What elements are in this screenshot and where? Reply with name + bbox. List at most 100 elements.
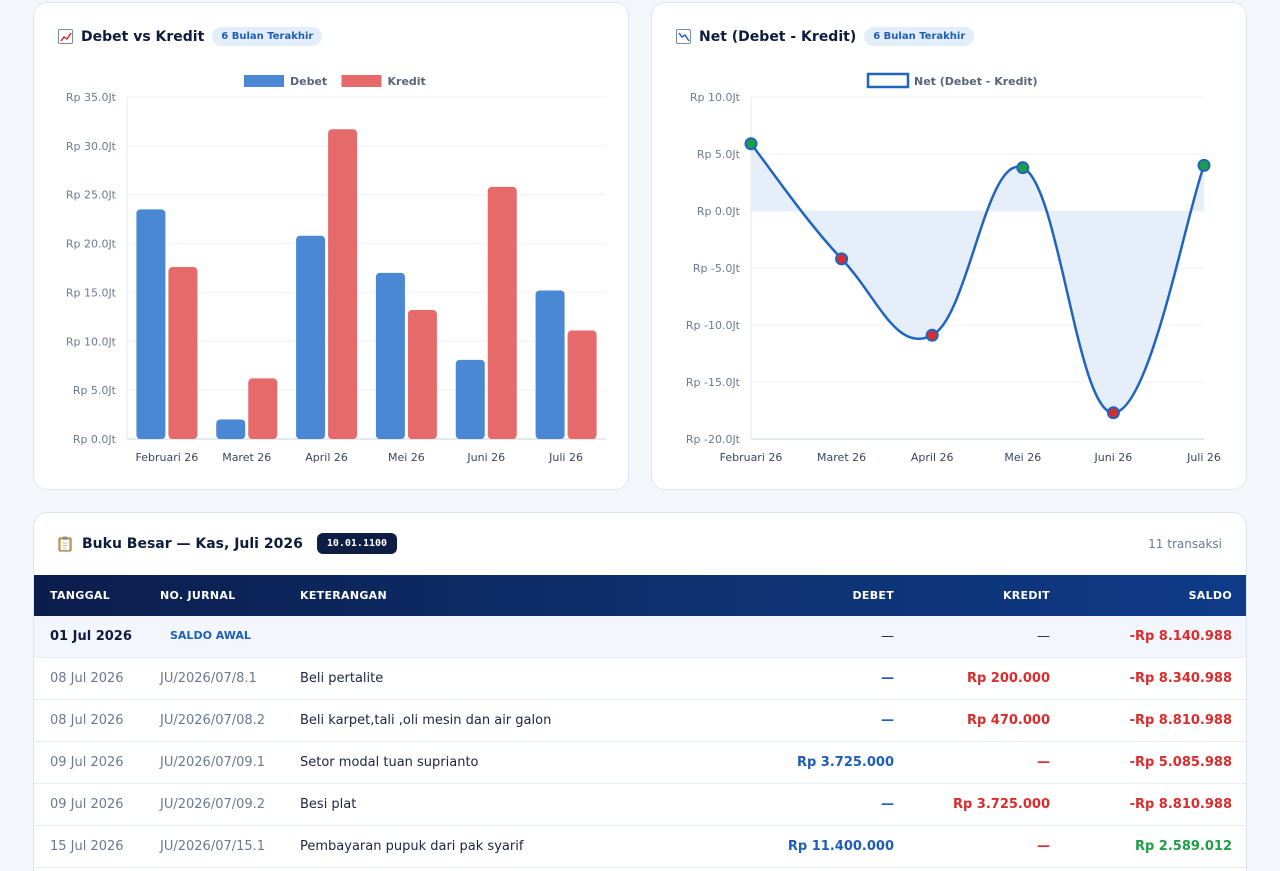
legend-label: Debet <box>290 75 327 88</box>
col-debit-header[interactable]: DEBET <box>852 589 894 602</box>
y-tick-label: Rp 0.0Jt <box>697 205 741 218</box>
saldo-awal-tag: SALDO AWAL <box>170 629 251 642</box>
y-tick-label: Rp 5.0Jt <box>697 148 741 161</box>
clipboard-icon <box>58 536 72 552</box>
row-journal-ref[interactable]: JU/2026/07/15.1 <box>160 839 266 854</box>
x-tick-label: Maret 26 <box>222 451 271 464</box>
y-tick-label: Rp -15.0Jt <box>686 376 741 389</box>
row-description: Beli karpet,tali ,oli mesin dan air galo… <box>300 713 552 728</box>
bar-debet <box>136 209 166 439</box>
transaction-count: 11 transaksi <box>1148 537 1222 551</box>
x-tick-label: Februari 26 <box>136 451 199 464</box>
x-tick-label: Juli 26 <box>548 451 583 464</box>
row-balance: -Rp 8.810.988 <box>1129 713 1232 728</box>
row-description: Beli pertalite <box>300 671 384 686</box>
col-date-header[interactable]: TANGGAL <box>50 589 111 602</box>
col-balance-header[interactable]: SALDO <box>1188 589 1232 602</box>
net-point <box>835 252 849 266</box>
bar-kredit <box>168 267 198 439</box>
legend-swatch <box>866 72 910 89</box>
bar-debet <box>216 419 246 439</box>
col-ref-header[interactable]: NO. JURNAL <box>160 589 236 602</box>
bar-debet <box>455 359 485 439</box>
row-credit: — <box>1037 839 1050 854</box>
net-point <box>1106 406 1120 420</box>
bar-kredit <box>407 310 437 439</box>
row-balance: -Rp 8.340.988 <box>1129 671 1232 686</box>
x-tick-label: Juni 26 <box>1094 451 1133 464</box>
y-tick-label: Rp -5.0Jt <box>693 262 741 275</box>
row-date: 08 Jul 2026 <box>50 713 124 728</box>
col-credit-header[interactable]: KREDIT <box>1002 589 1050 602</box>
y-tick-label: Rp 10.0Jt <box>66 335 117 348</box>
period-badge: 6 Bulan Terakhir <box>864 27 975 46</box>
legend-swatch <box>341 75 382 87</box>
row-debit: — <box>881 671 894 686</box>
y-tick-label: Rp 10.0Jt <box>690 91 741 104</box>
table-row[interactable]: 08 Jul 2026 JU/2026/07/08.2 Beli karpet,ta… <box>34 700 1246 742</box>
row-credit: — <box>1037 755 1050 770</box>
row-description: Pembayaran pupuk dari pak syarif <box>300 839 524 854</box>
row-journal-ref[interactable]: JU/2026/07/09.1 <box>160 755 266 770</box>
x-tick-label: Maret 26 <box>817 451 866 464</box>
net-point <box>925 328 939 342</box>
y-tick-label: Rp 15.0Jt <box>66 286 117 299</box>
row-balance: -Rp 8.140.988 <box>1129 629 1232 644</box>
col-desc-header[interactable]: KETERANGAN <box>300 589 387 602</box>
row-date: 08 Jul 2026 <box>50 671 124 686</box>
opening-balance-row[interactable]: 01 Jul 2026 SALDO AWAL — — -Rp 8.140.988 <box>34 616 1246 658</box>
period-badge: 6 Bulan Terakhir <box>212 27 323 46</box>
bar-debet <box>375 272 405 439</box>
table-row[interactable]: 09 Jul 2026 JU/2026/07/09.2 Besi plat — Rp 3… <box>34 784 1246 826</box>
row-debit: — <box>881 713 894 728</box>
y-tick-label: Rp 35.0Jt <box>66 91 117 104</box>
row-date: 01 Jul 2026 <box>50 629 132 644</box>
row-description: Setor modal tuan suprianto <box>300 755 479 770</box>
table-row[interactable]: 08 Jul 2026 JU/2026/07/8.1 Beli pertalite —… <box>34 658 1246 700</box>
net-point <box>744 137 758 151</box>
y-tick-label: Rp 30.0Jt <box>66 140 117 153</box>
legend-label: Kredit <box>388 75 426 88</box>
bar-kredit <box>248 378 278 439</box>
x-tick-label: Juli 26 <box>1186 451 1221 464</box>
y-tick-label: Rp 0.0Jt <box>73 433 117 446</box>
debet-kredit-bar-chart: Rp 0.0Jt Rp 5.0Jt Rp 10.0Jt Rp 15.0Jt Rp 20.… <box>66 75 606 464</box>
chart-up-icon <box>58 29 73 44</box>
ledger-title: Buku Besar — Kas, Juli 2026 <box>82 535 303 552</box>
net-point <box>1197 158 1211 172</box>
row-credit: — <box>1037 629 1050 644</box>
y-tick-label: Rp -10.0Jt <box>686 319 741 332</box>
table-row[interactable]: 09 Jul 2026 JU/2026/07/09.1 Setor modal tu… <box>34 742 1246 784</box>
legend-label: Net (Debet - Kredit) <box>914 75 1038 88</box>
x-tick-label: Februari 26 <box>720 451 783 464</box>
net-line-chart: Rp -20.0Jt Rp -15.0Jt Rp -10.0Jt Rp -5.0Jt R… <box>686 72 1221 464</box>
bar-kredit <box>328 129 358 439</box>
bar-kredit <box>567 330 597 439</box>
legend-swatch <box>244 75 284 87</box>
row-journal-ref[interactable]: JU/2026/07/8.1 <box>160 671 257 686</box>
x-tick-label: Mei 26 <box>1004 451 1041 464</box>
row-journal-ref[interactable]: JU/2026/07/09.2 <box>160 797 266 812</box>
y-tick-label: Rp 5.0Jt <box>73 384 117 397</box>
line-chart-header: Net (Debet - Kredit) 6 Bulan Terakhir <box>676 27 975 46</box>
bar-debet <box>296 235 326 439</box>
ledger-header: Buku Besar — Kas, Juli 2026 10.01.1100 <box>58 533 398 554</box>
bar-chart-title: Debet vs Kredit <box>81 28 205 45</box>
row-date: 15 Jul 2026 <box>50 839 124 854</box>
row-debit: — <box>881 629 894 644</box>
bar-chart-header: Debet vs Kredit 6 Bulan Terakhir <box>58 27 323 46</box>
x-tick-label: April 26 <box>911 451 954 464</box>
row-balance: Rp 2.589.012 <box>1134 839 1232 854</box>
x-tick-label: April 26 <box>305 451 348 464</box>
row-journal-ref[interactable]: JU/2026/07/08.2 <box>160 713 266 728</box>
row-credit: Rp 200.000 <box>966 671 1050 686</box>
row-balance: -Rp 8.810.988 <box>1129 797 1232 812</box>
account-code-chip: 10.01.1100 <box>316 533 398 554</box>
row-credit: Rp 470.000 <box>966 713 1050 728</box>
row-date: 09 Jul 2026 <box>50 755 124 770</box>
row-credit: Rp 3.725.000 <box>952 797 1050 812</box>
row-date: 09 Jul 2026 <box>50 797 124 812</box>
net-point <box>1016 161 1030 175</box>
table-row[interactable]: 15 Jul 2026 JU/2026/07/15.1 Pembayaran pup… <box>34 826 1246 868</box>
net-chart-card: Net (Debet - Kredit) 6 Bulan Terakhir Rp… <box>651 2 1247 490</box>
